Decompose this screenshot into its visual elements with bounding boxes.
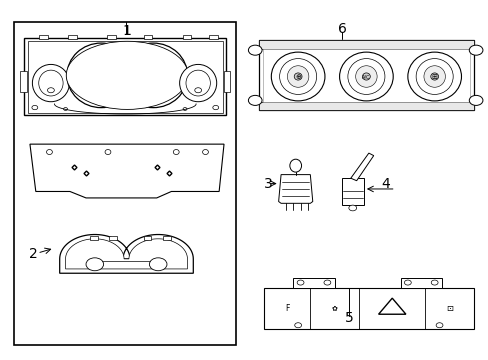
Ellipse shape (32, 105, 38, 110)
Text: 2: 2 (29, 247, 38, 261)
Bar (259, 102, 473, 110)
Polygon shape (30, 144, 224, 198)
Bar (182, 35, 191, 40)
Bar (39, 35, 47, 40)
Ellipse shape (96, 71, 106, 80)
Ellipse shape (183, 108, 186, 111)
Polygon shape (60, 234, 193, 273)
Bar (400, 278, 441, 288)
Ellipse shape (468, 95, 482, 105)
Ellipse shape (355, 66, 376, 87)
Bar (259, 40, 473, 49)
Bar (90, 235, 98, 240)
Ellipse shape (148, 71, 158, 80)
Ellipse shape (212, 105, 218, 110)
Ellipse shape (105, 149, 111, 154)
Ellipse shape (126, 50, 180, 101)
Polygon shape (378, 298, 405, 314)
Ellipse shape (271, 52, 325, 101)
Ellipse shape (415, 59, 452, 94)
Ellipse shape (430, 73, 438, 80)
Ellipse shape (173, 149, 179, 154)
Ellipse shape (248, 45, 262, 55)
Text: 6: 6 (337, 22, 346, 36)
Ellipse shape (194, 88, 201, 93)
Ellipse shape (279, 59, 316, 94)
Ellipse shape (339, 52, 392, 101)
Text: 5: 5 (344, 311, 353, 325)
Text: F: F (285, 304, 289, 313)
Ellipse shape (74, 50, 128, 101)
Ellipse shape (294, 73, 302, 80)
Ellipse shape (47, 88, 54, 93)
Ellipse shape (86, 258, 103, 271)
Bar (209, 35, 218, 40)
Ellipse shape (202, 149, 208, 154)
Text: ⊞: ⊞ (431, 73, 437, 80)
Bar (109, 235, 117, 240)
Polygon shape (278, 175, 312, 203)
Ellipse shape (119, 43, 187, 108)
Ellipse shape (297, 280, 304, 285)
Ellipse shape (185, 70, 210, 96)
Bar (163, 235, 170, 240)
Ellipse shape (423, 66, 445, 87)
Bar (24, 39, 226, 116)
Ellipse shape (63, 108, 67, 111)
Bar (14, 22, 236, 345)
Ellipse shape (149, 258, 166, 271)
Ellipse shape (66, 41, 188, 109)
Ellipse shape (435, 323, 442, 328)
Bar (107, 35, 116, 40)
Bar (341, 178, 363, 205)
Text: ⊡: ⊡ (445, 304, 452, 313)
Bar (143, 35, 152, 40)
Ellipse shape (287, 66, 308, 87)
Text: 3: 3 (263, 177, 272, 190)
Bar (293, 278, 334, 288)
Ellipse shape (289, 159, 301, 172)
Ellipse shape (67, 43, 135, 108)
Bar (263, 49, 469, 102)
Ellipse shape (404, 280, 410, 285)
Ellipse shape (294, 323, 301, 328)
Ellipse shape (348, 205, 356, 211)
Ellipse shape (407, 52, 461, 101)
Ellipse shape (32, 64, 69, 102)
Bar (223, 71, 230, 92)
Text: 1: 1 (122, 24, 131, 38)
Bar (143, 235, 151, 240)
Bar (259, 40, 473, 110)
Text: ✿: ✿ (331, 305, 337, 311)
Bar (20, 71, 27, 92)
Ellipse shape (430, 280, 437, 285)
Bar (28, 41, 222, 113)
Polygon shape (350, 153, 373, 181)
Text: 4: 4 (381, 177, 389, 190)
Polygon shape (65, 239, 187, 269)
Ellipse shape (39, 70, 63, 96)
Bar (264, 288, 473, 329)
Text: ⊕: ⊕ (295, 73, 301, 80)
Bar (68, 35, 77, 40)
Ellipse shape (324, 280, 330, 285)
Ellipse shape (362, 73, 369, 80)
Ellipse shape (179, 64, 216, 102)
Ellipse shape (46, 149, 52, 154)
Ellipse shape (468, 45, 482, 55)
Text: A/C: A/C (362, 74, 370, 79)
Ellipse shape (347, 59, 384, 94)
Ellipse shape (248, 95, 262, 105)
